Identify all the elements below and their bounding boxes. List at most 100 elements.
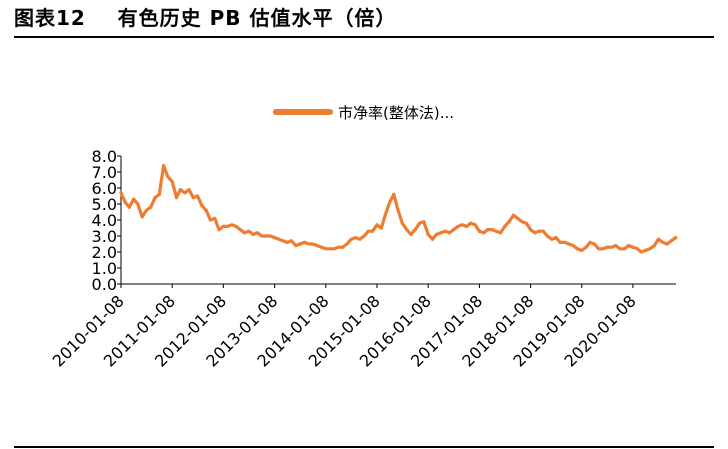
data-point [494, 229, 498, 233]
data-point [482, 231, 486, 235]
data-point [396, 208, 400, 212]
y-tick-label: 5.0 [92, 195, 117, 214]
data-point [187, 188, 191, 192]
data-point [213, 216, 217, 220]
data-point [281, 239, 285, 243]
data-point [234, 224, 238, 228]
y-tick-label: 8.0 [92, 147, 117, 166]
data-point [597, 247, 601, 251]
data-point [550, 237, 554, 241]
data-point [584, 245, 588, 249]
data-point [443, 229, 447, 233]
data-point [635, 247, 639, 251]
data-point [302, 240, 306, 244]
data-point [529, 228, 533, 232]
data-point [674, 236, 678, 240]
data-point [499, 231, 503, 235]
data-point [195, 194, 200, 198]
data-point [507, 220, 511, 224]
data-point [358, 237, 362, 241]
data-point [545, 234, 550, 238]
data-point [285, 240, 289, 244]
data-point [264, 234, 268, 238]
data-point [273, 236, 277, 240]
data-point [183, 191, 187, 195]
data-point [464, 224, 469, 228]
data-point [307, 242, 311, 246]
data-point [332, 247, 336, 251]
data-point [247, 229, 251, 233]
data-point [413, 228, 417, 232]
data-point [144, 208, 148, 212]
data-point [409, 232, 413, 236]
data-point [383, 213, 387, 217]
data-point [486, 228, 490, 232]
data-point [490, 228, 494, 232]
data-point [580, 248, 584, 252]
data-point [541, 229, 545, 233]
y-axis: 8.07.06.05.04.03.02.01.00.0 [92, 147, 122, 294]
data-point [217, 228, 221, 232]
data-point [136, 202, 140, 206]
data-point [127, 205, 131, 209]
data-point [319, 245, 324, 249]
data-point [260, 234, 264, 238]
x-axis: 2010-01-082011-01-082012-01-082013-01-08… [49, 283, 676, 371]
data-point [533, 231, 537, 235]
data-point [294, 244, 298, 248]
data-point [230, 223, 234, 227]
data-point [627, 244, 631, 248]
data-point [618, 247, 622, 251]
data-point [473, 223, 477, 227]
data-point [537, 229, 541, 233]
data-point [268, 234, 272, 238]
data-point [434, 232, 439, 236]
figure-title: 图表12 有色历史 PB 估值水平（倍） [14, 6, 397, 30]
data-point [388, 200, 392, 204]
data-point [567, 242, 571, 246]
data-point [656, 237, 661, 241]
data-point [520, 220, 524, 224]
data-point [251, 232, 255, 236]
data-point [439, 231, 443, 235]
y-tick-label: 4.0 [92, 211, 117, 230]
data-point [375, 223, 379, 227]
data-point [447, 231, 451, 235]
data-point [644, 248, 648, 252]
data-point [315, 244, 319, 248]
data-point [503, 224, 507, 228]
y-tick-label: 0.0 [92, 275, 117, 294]
data-point [200, 204, 204, 208]
data-point [157, 192, 161, 196]
data-point [166, 175, 170, 179]
data-point [379, 226, 383, 230]
data-point [631, 245, 635, 249]
data-point [558, 240, 562, 244]
data-point [328, 247, 332, 251]
data-point [609, 245, 614, 249]
data-point [140, 215, 144, 219]
data-point [336, 245, 340, 249]
data-point [452, 228, 456, 232]
data-point [149, 205, 153, 209]
bottom-rule [14, 446, 714, 448]
data-point [652, 244, 656, 248]
data-point [345, 242, 349, 246]
data-point [456, 224, 460, 228]
data-point [563, 240, 567, 244]
data-point [362, 234, 366, 238]
plot-area [119, 164, 678, 254]
data-point [226, 224, 230, 228]
data-point [119, 191, 123, 195]
data-point [132, 197, 136, 201]
data-point [524, 221, 528, 225]
data-point [353, 236, 358, 240]
data-point [289, 239, 294, 243]
y-tick-label: 2.0 [92, 243, 117, 262]
data-point [469, 221, 473, 225]
data-point [592, 242, 597, 246]
data-point [349, 237, 353, 241]
data-point [575, 247, 580, 251]
data-point [221, 224, 225, 228]
